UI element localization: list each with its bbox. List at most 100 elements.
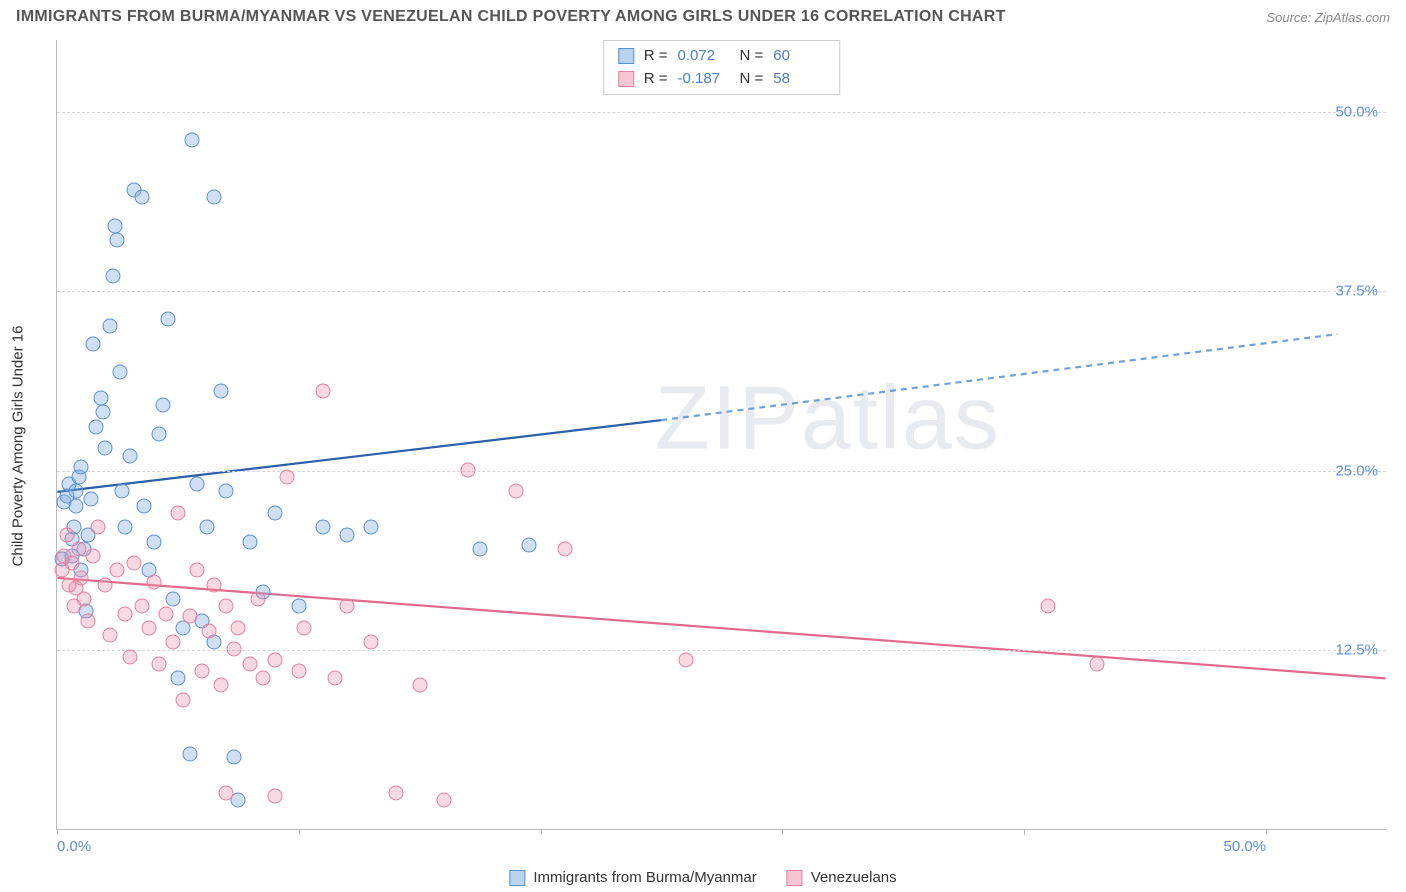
legend-swatch-icon	[618, 48, 634, 64]
data-point-a	[105, 269, 120, 284]
data-point-a	[115, 484, 130, 499]
data-point-a	[69, 484, 84, 499]
data-point-b	[158, 606, 173, 621]
r-label: R =	[644, 45, 668, 68]
data-point-b	[59, 527, 74, 542]
data-point-b	[412, 678, 427, 693]
y-tick-label: 25.0%	[1335, 462, 1378, 479]
data-point-b	[141, 620, 156, 635]
watermark: ZIPatlas	[655, 367, 1001, 470]
data-point-b	[267, 788, 282, 803]
data-point-a	[161, 312, 176, 327]
y-tick-label: 50.0%	[1335, 103, 1378, 120]
data-point-b	[64, 556, 79, 571]
x-tick-mark	[782, 829, 783, 835]
x-tick-label: 50.0%	[1224, 838, 1267, 855]
chart-plot-area: ZIPatlas R = 0.072 N = 60 R = -0.187 N =…	[56, 40, 1386, 830]
chart-header: IMMIGRANTS FROM BURMA/MYANMAR VS VENEZUE…	[0, 0, 1406, 30]
data-point-a	[156, 398, 171, 413]
data-point-a	[291, 599, 306, 614]
legend-swatch-icon	[618, 71, 634, 87]
data-point-a	[267, 506, 282, 521]
data-point-a	[122, 448, 137, 463]
stats-row: R = -0.187 N = 58	[618, 68, 826, 91]
data-point-a	[185, 132, 200, 147]
y-axis-label: Child Poverty Among Girls Under 16	[10, 326, 27, 567]
data-point-b	[291, 664, 306, 679]
data-point-b	[328, 671, 343, 686]
data-point-b	[170, 506, 185, 521]
data-point-b	[388, 786, 403, 801]
data-point-b	[98, 577, 113, 592]
x-tick-mark	[299, 829, 300, 835]
x-tick-mark	[57, 829, 58, 835]
data-point-b	[557, 541, 572, 556]
data-point-b	[678, 652, 693, 667]
data-point-b	[267, 652, 282, 667]
data-point-a	[117, 520, 132, 535]
data-point-b	[243, 656, 258, 671]
data-point-a	[69, 498, 84, 513]
y-tick-label: 37.5%	[1335, 283, 1378, 300]
data-point-a	[226, 750, 241, 765]
data-point-a	[134, 190, 149, 205]
r-label: R =	[644, 68, 668, 91]
data-point-a	[74, 460, 89, 475]
data-point-b	[74, 570, 89, 585]
data-point-b	[91, 520, 106, 535]
data-point-a	[170, 671, 185, 686]
gridline	[57, 112, 1386, 113]
data-point-a	[137, 498, 152, 513]
data-point-b	[1041, 599, 1056, 614]
data-point-a	[151, 427, 166, 442]
y-tick-label: 12.5%	[1335, 642, 1378, 659]
data-point-a	[243, 534, 258, 549]
data-point-a	[166, 592, 181, 607]
x-tick-label: 0.0%	[57, 838, 91, 855]
data-point-a	[190, 477, 205, 492]
data-point-b	[226, 642, 241, 657]
n-value: 58	[773, 68, 825, 91]
data-point-b	[279, 470, 294, 485]
legend-item: Immigrants from Burma/Myanmar	[509, 869, 756, 886]
data-point-b	[175, 692, 190, 707]
data-point-a	[207, 190, 222, 205]
trend-lines	[57, 40, 1386, 829]
data-point-b	[103, 628, 118, 643]
data-point-a	[199, 520, 214, 535]
trend-line-dash-a	[661, 334, 1337, 420]
chart-title: IMMIGRANTS FROM BURMA/MYANMAR VS VENEZUE…	[16, 8, 1006, 26]
correlation-stats-box: R = 0.072 N = 60 R = -0.187 N = 58	[603, 40, 841, 95]
data-point-a	[93, 391, 108, 406]
data-point-a	[340, 527, 355, 542]
data-point-a	[83, 491, 98, 506]
data-point-a	[112, 365, 127, 380]
data-point-b	[202, 623, 217, 638]
data-point-b	[110, 563, 125, 578]
data-point-b	[151, 656, 166, 671]
data-point-b	[436, 793, 451, 808]
gridline	[57, 471, 1386, 472]
r-value: -0.187	[678, 68, 730, 91]
n-value: 60	[773, 45, 825, 68]
data-point-a	[98, 441, 113, 456]
data-point-b	[219, 599, 234, 614]
chart-source: Source: ZipAtlas.com	[1266, 10, 1390, 25]
data-point-b	[364, 635, 379, 650]
x-tick-mark	[1266, 829, 1267, 835]
data-point-b	[127, 556, 142, 571]
data-point-a	[316, 520, 331, 535]
data-point-a	[521, 537, 536, 552]
data-point-a	[95, 405, 110, 420]
x-tick-mark	[1024, 829, 1025, 835]
data-point-b	[509, 484, 524, 499]
legend-label: Venezuelans	[811, 869, 897, 886]
data-point-b	[71, 541, 86, 556]
legend-swatch-icon	[787, 870, 803, 886]
data-point-b	[214, 678, 229, 693]
data-point-b	[134, 599, 149, 614]
legend-item: Venezuelans	[787, 869, 897, 886]
gridline	[57, 650, 1386, 651]
legend-label: Immigrants from Burma/Myanmar	[533, 869, 756, 886]
gridline	[57, 291, 1386, 292]
